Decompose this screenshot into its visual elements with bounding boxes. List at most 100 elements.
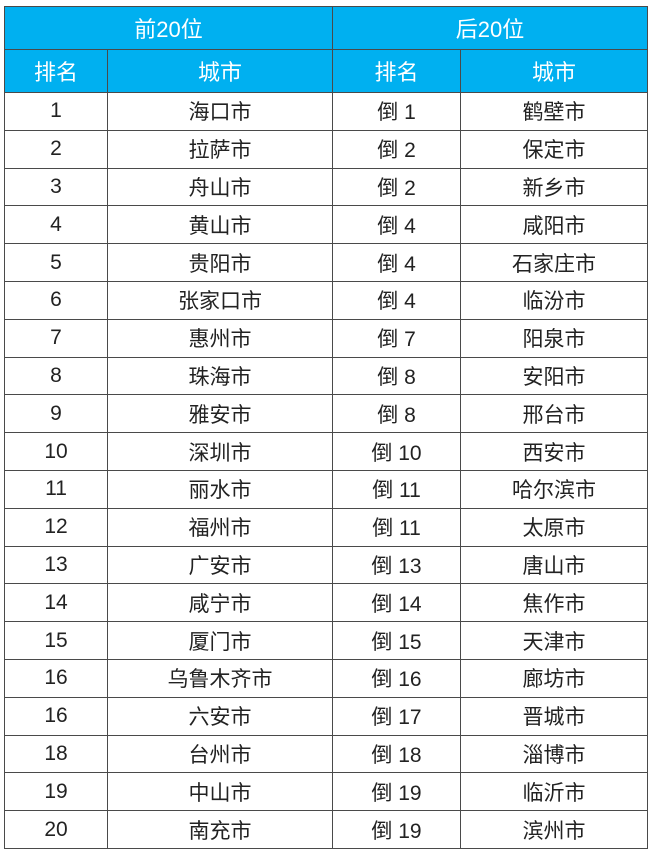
- bottom-rank-cell: 倒 4: [332, 243, 462, 282]
- table-row: 2 拉萨市倒 2 保定市: [4, 129, 649, 169]
- top-city-cell: 厦门市: [106, 621, 334, 660]
- bottom-rank-cell: 倒 13: [332, 545, 462, 585]
- bottom-city-cell: 临汾市: [460, 280, 649, 320]
- table-row: 5 贵阳市倒 4 石家庄市: [4, 243, 649, 282]
- bottom-rank-cell: 倒 11: [332, 507, 462, 547]
- bottom-city-cell: 哈尔滨市: [460, 469, 649, 509]
- top-city-cell: 拉萨市: [106, 129, 334, 169]
- top-rank-cell: 16: [4, 658, 108, 698]
- top-rank-cell: 4: [4, 205, 108, 245]
- top-city-cell: 南充市: [106, 810, 334, 849]
- bottom-city-cell: 石家庄市: [460, 243, 649, 282]
- bottom-city-cell: 焦作市: [460, 583, 649, 623]
- bottom-rank-cell: 倒 17: [332, 696, 462, 736]
- top-city-cell: 雅安市: [106, 394, 334, 434]
- rank-header: 排名: [332, 49, 462, 93]
- top-rank-cell: 2: [4, 129, 108, 169]
- table-row: 13 广安市倒 13 唐山市: [4, 545, 649, 585]
- top-rank-cell: 19: [4, 772, 108, 812]
- top-city-cell: 珠海市: [106, 356, 334, 396]
- bottom-city-cell: 保定市: [460, 129, 649, 169]
- bottom-rank-cell: 倒 10: [332, 432, 462, 471]
- table-row: 14 咸宁市倒 14 焦作市: [4, 583, 649, 623]
- bottom-20-header: 后20位: [332, 6, 649, 50]
- top-rank-cell: 18: [4, 734, 108, 774]
- bottom-city-cell: 滨州市: [460, 810, 649, 849]
- bottom-rank-cell: 倒 19: [332, 810, 462, 849]
- top-rank-cell: 12: [4, 507, 108, 547]
- top-city-cell: 丽水市: [106, 469, 334, 509]
- rank-header: 排名: [4, 49, 108, 93]
- top-city-cell: 咸宁市: [106, 583, 334, 623]
- bottom-rank-cell: 倒 2: [332, 129, 462, 169]
- bottom-rank-cell: 倒 8: [332, 356, 462, 396]
- bottom-city-cell: 邢台市: [460, 394, 649, 434]
- bottom-rank-cell: 倒 15: [332, 621, 462, 660]
- bottom-city-cell: 新乡市: [460, 167, 649, 207]
- table-row: 9 雅安市倒 8 邢台市: [4, 394, 649, 434]
- bottom-rank-cell: 倒 11: [332, 469, 462, 509]
- table-row: 11 丽水市倒 11 哈尔滨市: [4, 469, 649, 509]
- table-row: 15 厦门市倒 15 天津市: [4, 621, 649, 660]
- top-city-cell: 六安市: [106, 696, 334, 736]
- table-row: 3 舟山市倒 2 新乡市: [4, 167, 649, 207]
- city-header: 城市: [460, 49, 649, 93]
- bottom-city-cell: 阳泉市: [460, 318, 649, 358]
- bottom-rank-cell: 倒 4: [332, 205, 462, 245]
- top-rank-cell: 7: [4, 318, 108, 358]
- table-row: 1 海口市倒 1 鹤壁市: [4, 92, 649, 131]
- table-row: 20 南充市倒 19 滨州市: [4, 810, 649, 849]
- top-city-cell: 台州市: [106, 734, 334, 774]
- top-rank-cell: 20: [4, 810, 108, 849]
- bottom-rank-cell: 倒 4: [332, 280, 462, 320]
- top-rank-cell: 11: [4, 469, 108, 509]
- top-rank-cell: 10: [4, 432, 108, 471]
- top-city-cell: 广安市: [106, 545, 334, 585]
- bottom-city-cell: 天津市: [460, 621, 649, 660]
- bottom-rank-cell: 倒 1: [332, 92, 462, 131]
- table-row: 16 乌鲁木齐市倒 16 廊坊市: [4, 658, 649, 698]
- top-rank-cell: 9: [4, 394, 108, 434]
- bottom-city-cell: 廊坊市: [460, 658, 649, 698]
- top-rank-cell: 14: [4, 583, 108, 623]
- bottom-rank-cell: 倒 14: [332, 583, 462, 623]
- bottom-city-cell: 咸阳市: [460, 205, 649, 245]
- top-rank-cell: 1: [4, 92, 108, 131]
- table-row: 4 黄山市倒 4 咸阳市: [4, 205, 649, 245]
- top-city-cell: 海口市: [106, 92, 334, 131]
- table-row: 16 六安市倒 17 晋城市: [4, 696, 649, 736]
- top-city-cell: 深圳市: [106, 432, 334, 471]
- table-row: 7 惠州市倒 7 阳泉市: [4, 318, 649, 358]
- bottom-rank-cell: 倒 2: [332, 167, 462, 207]
- top-city-cell: 中山市: [106, 772, 334, 812]
- bottom-city-cell: 淄博市: [460, 734, 649, 774]
- bottom-city-cell: 西安市: [460, 432, 649, 471]
- bottom-rank-cell: 倒 18: [332, 734, 462, 774]
- bottom-city-cell: 太原市: [460, 507, 649, 547]
- bottom-rank-cell: 倒 16: [332, 658, 462, 698]
- bottom-city-cell: 晋城市: [460, 696, 649, 736]
- top-city-cell: 贵阳市: [106, 243, 334, 282]
- table-row: 10 深圳市倒 10 西安市: [4, 432, 649, 471]
- bottom-city-cell: 鹤壁市: [460, 92, 649, 131]
- table-row: 18 台州市倒 18 淄博市: [4, 734, 649, 774]
- top-rank-cell: 8: [4, 356, 108, 396]
- table-row: 12 福州市倒 11 太原市: [4, 507, 649, 547]
- bottom-city-cell: 唐山市: [460, 545, 649, 585]
- top-rank-cell: 5: [4, 243, 108, 282]
- top-rank-cell: 3: [4, 167, 108, 207]
- bottom-city-cell: 安阳市: [460, 356, 649, 396]
- bottom-rank-cell: 倒 7: [332, 318, 462, 358]
- table-row: 6 张家口市倒 4 临汾市: [4, 280, 649, 320]
- table-row: 8 珠海市倒 8 安阳市: [4, 356, 649, 396]
- top-city-cell: 舟山市: [106, 167, 334, 207]
- table-row: 19 中山市倒 19 临沂市: [4, 772, 649, 812]
- top-rank-cell: 15: [4, 621, 108, 660]
- top-city-cell: 乌鲁木齐市: [106, 658, 334, 698]
- top-city-cell: 黄山市: [106, 205, 334, 245]
- bottom-rank-cell: 倒 8: [332, 394, 462, 434]
- city-header: 城市: [106, 49, 334, 93]
- top-20-header: 前20位: [3, 6, 334, 50]
- top-city-cell: 惠州市: [106, 318, 334, 358]
